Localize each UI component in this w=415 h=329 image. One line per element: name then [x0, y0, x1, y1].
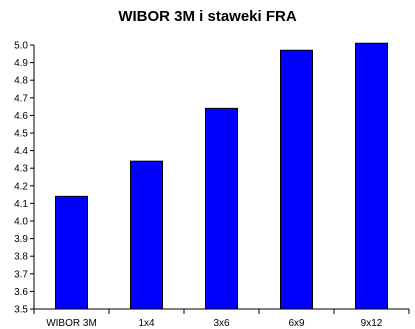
bar — [280, 49, 313, 310]
y-tick-label: 3.5 — [14, 305, 28, 316]
y-tick-label: 4.3 — [14, 164, 28, 175]
y-tick-label: 4.9 — [14, 58, 28, 69]
bar — [55, 195, 88, 310]
chart-title: WIBOR 3M i staweki FRA — [118, 8, 297, 25]
y-tick-label: 4.2 — [14, 181, 28, 192]
bar — [130, 160, 163, 310]
y-tick-label: 4.6 — [14, 111, 28, 122]
y-tick-label: 4.7 — [14, 93, 28, 104]
x-tick-label: WIBOR 3M — [46, 318, 97, 329]
y-tick-label: 4.5 — [14, 129, 28, 140]
x-tick-label: 1x4 — [138, 318, 155, 329]
y-tick-label: 4.0 — [14, 217, 28, 228]
x-tick-label: 9x12 — [361, 318, 383, 329]
y-tick-label: 4.4 — [14, 146, 28, 157]
x-tick-label: 3x6 — [213, 318, 230, 329]
y-tick-label: 5.0 — [14, 41, 28, 52]
x-tick-label: 6x9 — [288, 318, 305, 329]
y-tick-label: 3.8 — [14, 252, 28, 263]
y-tick-label: 3.7 — [14, 269, 28, 280]
y-tick-label: 4.1 — [14, 199, 28, 210]
bar — [355, 42, 388, 310]
y-tick-label: 3.6 — [14, 287, 28, 298]
y-tick-label: 4.8 — [14, 76, 28, 87]
bar — [205, 107, 238, 310]
y-tick-label: 3.9 — [14, 234, 28, 245]
